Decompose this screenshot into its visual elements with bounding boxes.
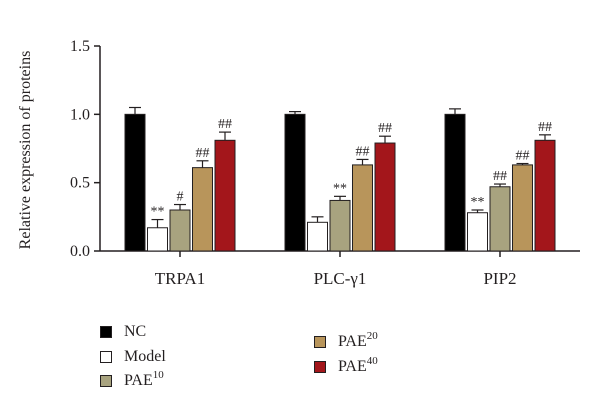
legend-swatch-pae20 — [314, 336, 326, 348]
bar-pae10-trpa1 — [169, 209, 191, 252]
legend-label-model: Model — [124, 348, 166, 365]
bar-pae40-pip2 — [534, 139, 556, 252]
legend-item-model: Model — [100, 348, 166, 366]
legend-item-nc: NC — [100, 323, 146, 341]
bars — [124, 106, 556, 252]
x-tick-label-pip2: PIP2 — [483, 269, 516, 288]
significance-pae10-plc-1: ** — [333, 181, 347, 196]
legend-item-pae40: PAE40 — [314, 354, 378, 376]
y-axis: 0.0 0.5 1.0 1.5 — [70, 38, 101, 260]
legend-item-pae20: PAE20 — [314, 329, 378, 351]
significance-pae20-trpa1: ## — [196, 146, 210, 161]
legend-swatch-pae10 — [100, 375, 112, 387]
legend-swatch-pae40 — [314, 361, 326, 373]
bar-nc-pip2 — [444, 113, 466, 252]
bar-pae40-plc-1 — [374, 142, 396, 252]
bar-pae10-pip2 — [489, 186, 511, 252]
bar-nc-plc-1 — [284, 113, 306, 252]
significance-pae20-plc-1: ## — [356, 144, 370, 159]
bar-model-plc-1 — [307, 221, 328, 252]
significance-pae40-trpa1: ## — [218, 117, 232, 132]
bar-pae20-trpa1 — [192, 167, 213, 252]
legend-label-pae40: PAE40 — [338, 354, 378, 375]
legend-label-pae20: PAE20 — [338, 329, 378, 350]
legend-swatch-model — [100, 351, 112, 363]
bar-model-trpa1 — [147, 227, 168, 252]
bar-pae10-plc-1 — [329, 199, 351, 252]
significance-model-pip2: ** — [471, 195, 485, 210]
significance-pae40-plc-1: ## — [378, 121, 392, 136]
significance-marks: **#####**####**###### — [151, 117, 553, 219]
x-tick-label-plc-1: PLC-γ1 — [314, 269, 367, 288]
y-tick-label: 0.0 — [70, 243, 90, 260]
bar-nc-trpa1 — [124, 113, 146, 252]
bar-pae40-trpa1 — [214, 139, 236, 252]
y-tick-label: 0.5 — [70, 175, 90, 192]
x-tick-label-trpa1: TRPA1 — [155, 269, 205, 288]
x-axis: TRPA1 PLC-γ1 PIP2 — [100, 250, 580, 288]
bar-model-pip2 — [467, 212, 488, 252]
significance-pae20-pip2: ## — [516, 149, 530, 164]
legend-item-pae10: PAE10 — [100, 368, 164, 390]
significance-model-trpa1: ** — [151, 205, 165, 220]
y-axis-label: Relative expression of proteins — [17, 51, 34, 250]
significance-pae10-trpa1: # — [177, 190, 184, 205]
bar-chart: 0.00.51.01.5 TRPA1 PLC-γ1 PIP2 **#####**##… — [17, 38, 580, 288]
significance-pae40-pip2: ## — [538, 120, 552, 135]
significance-pae10-pip2: ## — [493, 169, 507, 184]
bar-pae20-pip2 — [512, 164, 533, 252]
y-tick-label: 1.0 — [70, 106, 90, 123]
y-tick-label: 1.5 — [70, 38, 90, 55]
legend-label-pae10: PAE10 — [124, 368, 164, 389]
bar-pae20-plc-1 — [352, 164, 373, 252]
legend-swatch-nc — [100, 326, 112, 338]
legend-label-nc: NC — [124, 323, 147, 340]
